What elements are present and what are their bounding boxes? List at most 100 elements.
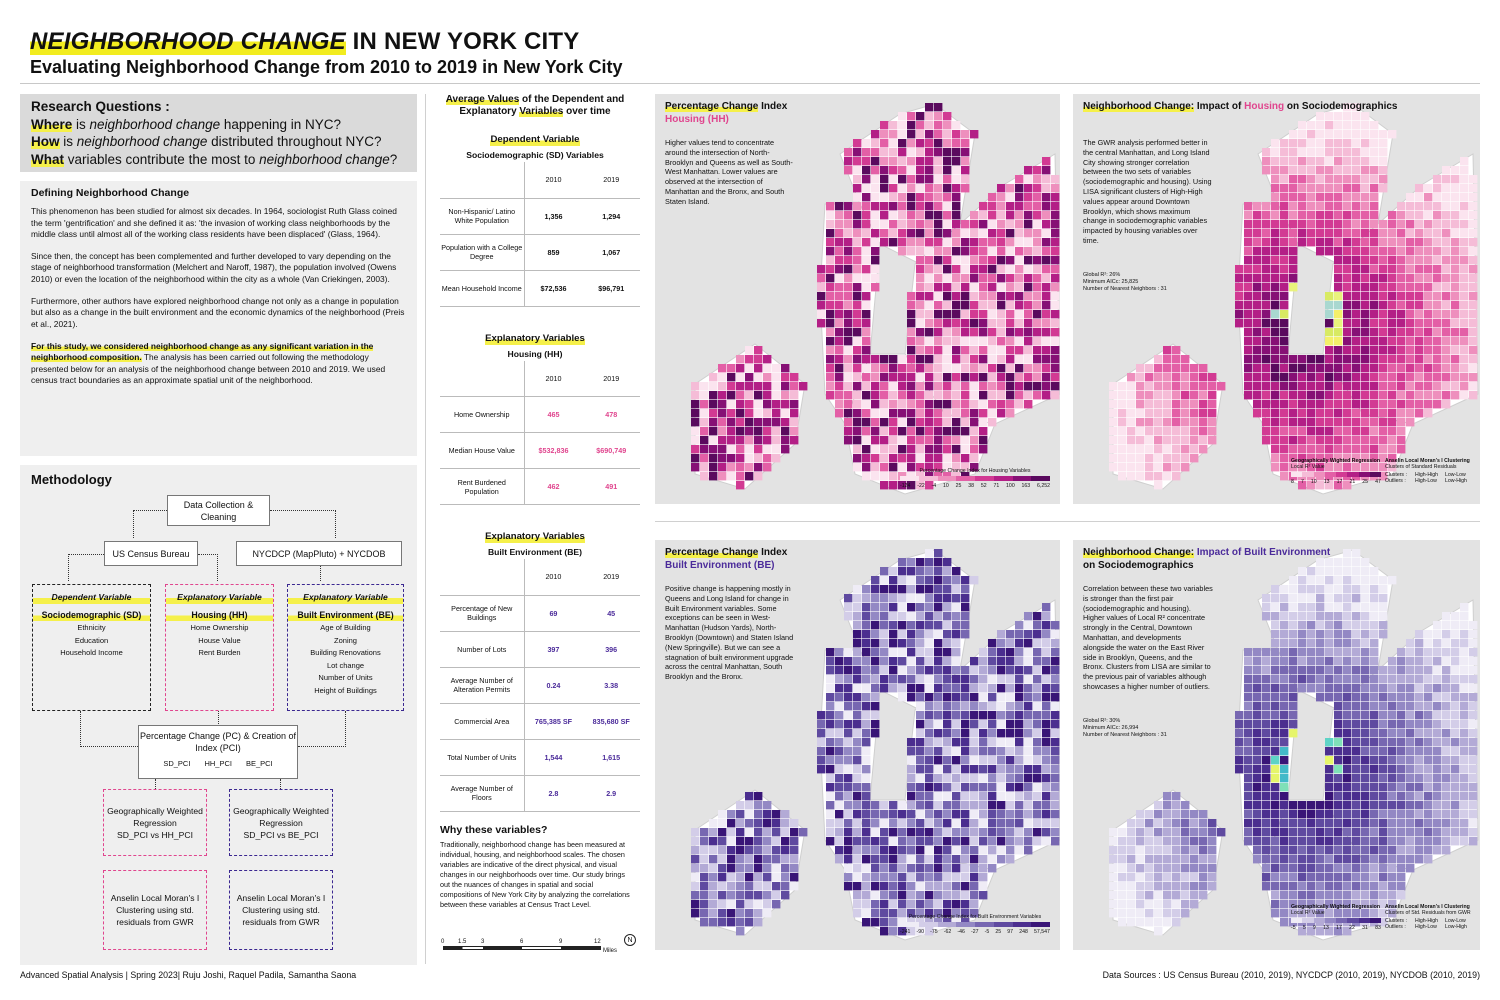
census-tract bbox=[1343, 747, 1352, 756]
census-tract bbox=[1208, 819, 1217, 828]
census-tract bbox=[1271, 648, 1280, 657]
census-tract bbox=[1015, 846, 1024, 855]
census-tract bbox=[1451, 337, 1460, 346]
census-tract bbox=[871, 202, 880, 211]
census-tract bbox=[1361, 558, 1370, 567]
census-tract bbox=[1397, 882, 1406, 891]
census-tract bbox=[1235, 301, 1244, 310]
census-tract bbox=[1033, 774, 1042, 783]
census-tract bbox=[1460, 211, 1469, 220]
census-tract bbox=[1361, 603, 1370, 612]
census-tract bbox=[1033, 828, 1042, 837]
census-tract bbox=[898, 873, 907, 882]
table-row: Commercial Area 765,385 SF 835,680 SF bbox=[440, 703, 640, 740]
census-tract bbox=[889, 184, 898, 193]
census-tract bbox=[1271, 256, 1280, 265]
census-tract bbox=[1370, 828, 1379, 837]
census-tract bbox=[952, 310, 961, 319]
census-tract bbox=[907, 756, 916, 765]
map2-legend-bar bbox=[1291, 472, 1381, 477]
census-tract bbox=[835, 220, 844, 229]
census-tract bbox=[1033, 819, 1042, 828]
census-tract bbox=[862, 621, 871, 630]
census-tract bbox=[943, 148, 952, 157]
census-tract bbox=[970, 220, 979, 229]
census-tract bbox=[1451, 621, 1460, 630]
census-tract bbox=[1388, 445, 1397, 454]
census-tract bbox=[700, 427, 709, 436]
census-tract bbox=[1424, 400, 1433, 409]
census-tract bbox=[1262, 648, 1271, 657]
census-tract bbox=[745, 909, 754, 918]
census-tract bbox=[1406, 729, 1415, 738]
census-tract bbox=[970, 738, 979, 747]
census-tract bbox=[1015, 319, 1024, 328]
census-tract bbox=[1280, 346, 1289, 355]
census-tract bbox=[1424, 684, 1433, 693]
census-tract bbox=[1042, 729, 1051, 738]
census-tract bbox=[1190, 400, 1199, 409]
census-tract bbox=[871, 711, 880, 720]
census-tract bbox=[889, 666, 898, 675]
census-tract bbox=[934, 184, 943, 193]
census-tract bbox=[745, 846, 754, 855]
census-tract bbox=[916, 666, 925, 675]
census-tract bbox=[1307, 864, 1316, 873]
census-tract bbox=[916, 612, 925, 621]
census-tract bbox=[988, 418, 997, 427]
census-tract bbox=[1343, 328, 1352, 337]
census-tract bbox=[763, 382, 772, 391]
census-tract bbox=[1316, 193, 1325, 202]
census-tract bbox=[979, 337, 988, 346]
census-tract bbox=[790, 409, 799, 418]
census-tract bbox=[925, 603, 934, 612]
census-tract bbox=[1280, 765, 1289, 774]
poster-subtitle: Evaluating Neighborhood Change from 2010… bbox=[30, 57, 623, 77]
census-tract bbox=[889, 175, 898, 184]
census-tract bbox=[1280, 648, 1289, 657]
census-tract bbox=[1352, 720, 1361, 729]
census-tract bbox=[1024, 211, 1033, 220]
census-tract bbox=[1451, 301, 1460, 310]
census-tract bbox=[943, 558, 952, 567]
census-tract bbox=[1154, 472, 1163, 481]
census-tract bbox=[763, 373, 772, 382]
census-tract bbox=[1334, 594, 1343, 603]
census-tract bbox=[1118, 418, 1127, 427]
census-tract bbox=[1442, 720, 1451, 729]
census-tract bbox=[907, 310, 916, 319]
census-tract bbox=[880, 166, 889, 175]
census-tract bbox=[961, 783, 970, 792]
census-tract bbox=[1424, 675, 1433, 684]
census-tract bbox=[826, 801, 835, 810]
census-tract bbox=[1181, 463, 1190, 472]
census-tract bbox=[970, 373, 979, 382]
census-tract bbox=[763, 355, 772, 364]
census-tract bbox=[889, 567, 898, 576]
census-tract bbox=[970, 409, 979, 418]
census-tract bbox=[844, 603, 853, 612]
census-tract bbox=[1253, 247, 1262, 256]
census-tract bbox=[1379, 837, 1388, 846]
census-tract bbox=[1190, 391, 1199, 400]
census-tract bbox=[1109, 463, 1118, 472]
census-tract bbox=[1397, 711, 1406, 720]
census-tract bbox=[1334, 639, 1343, 648]
census-tract bbox=[934, 238, 943, 247]
map4-legend-label: 5 bbox=[1302, 925, 1306, 931]
census-tract bbox=[862, 283, 871, 292]
census-tract bbox=[1424, 256, 1433, 265]
census-tract bbox=[1442, 274, 1451, 283]
census-tract bbox=[1307, 400, 1316, 409]
census-tract bbox=[1460, 630, 1469, 639]
map1-legend-label: 10 bbox=[943, 483, 949, 489]
census-tract bbox=[1136, 400, 1145, 409]
census-tract bbox=[781, 873, 790, 882]
census-tract bbox=[1172, 346, 1181, 355]
census-tract bbox=[1042, 837, 1051, 846]
census-tract bbox=[1289, 882, 1298, 891]
census-tract bbox=[853, 585, 862, 594]
census-tract bbox=[1015, 711, 1024, 720]
census-tract bbox=[1343, 846, 1352, 855]
census-tract bbox=[1289, 211, 1298, 220]
